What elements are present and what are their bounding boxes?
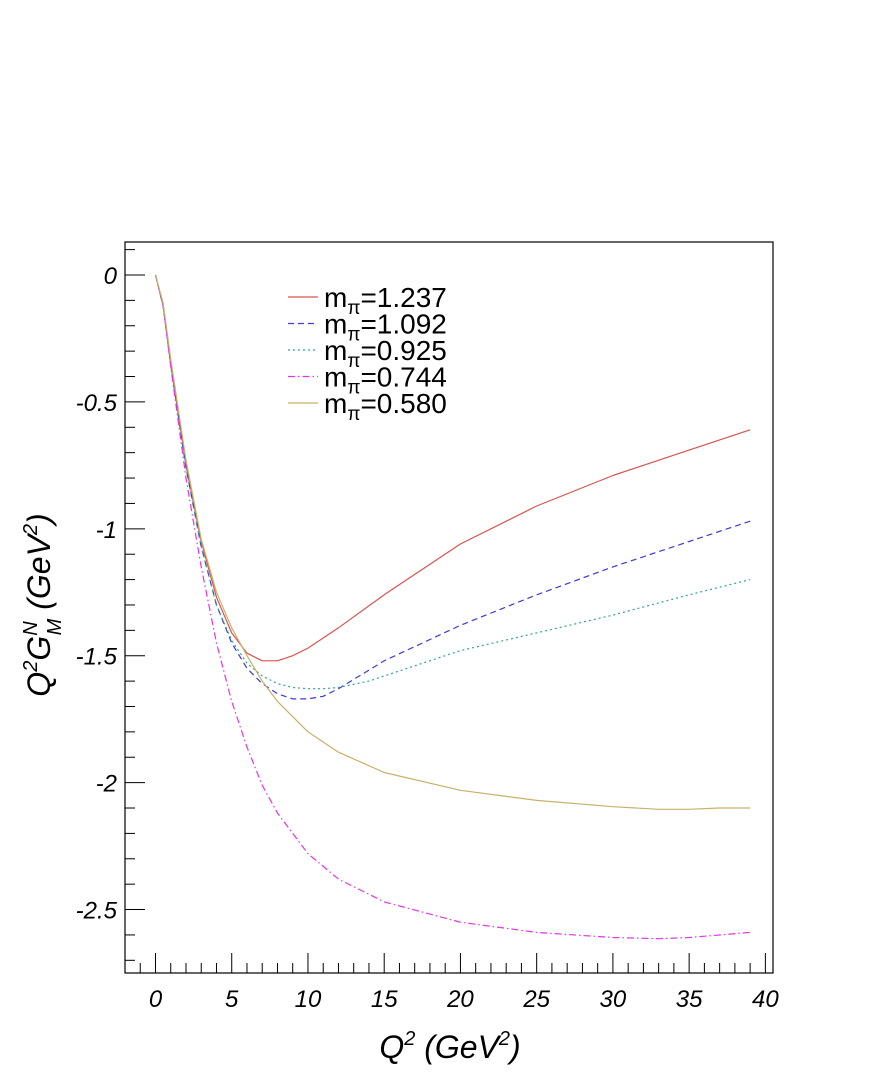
y-tick-label: -1 bbox=[96, 517, 117, 544]
y-axis-tick-labels: 0 -0.5 -1 -1.5 -2 -2.5 bbox=[76, 263, 118, 925]
x-tick-label: 10 bbox=[295, 986, 322, 1013]
y-tick-label: 0 bbox=[104, 263, 118, 290]
series-line-3 bbox=[154, 274, 751, 690]
x-axis-title-close: ) bbox=[506, 1029, 521, 1065]
x-tick-label: 0 bbox=[149, 986, 163, 1013]
x-axis-ticks bbox=[139, 953, 766, 973]
y-axis-title-sup: 2 bbox=[20, 661, 42, 673]
legend-entry: mπ=0.925 bbox=[324, 335, 447, 372]
x-axis-tick-labels: 0 5 10 15 20 25 30 35 40 bbox=[149, 986, 780, 1013]
plot-frame bbox=[124, 241, 774, 974]
x-tick-label: 35 bbox=[676, 986, 703, 1013]
y-tick-label: -1.5 bbox=[76, 644, 118, 671]
x-tick-label: 30 bbox=[600, 986, 627, 1013]
legend-entry: mπ=1.237 bbox=[324, 282, 447, 319]
series-line-5 bbox=[154, 274, 751, 810]
y-tick-label: -2 bbox=[96, 771, 117, 798]
x-tick-label: 40 bbox=[752, 986, 779, 1013]
legend-entry: mπ=0.744 bbox=[324, 362, 447, 399]
y-axis-title-sup-n: N bbox=[20, 621, 42, 636]
x-tick-label: 25 bbox=[522, 986, 550, 1013]
y-axis-title-close: ) bbox=[21, 513, 57, 528]
y-tick-label: -2.5 bbox=[76, 898, 118, 925]
y-axis-title-sup2: 2 bbox=[20, 524, 42, 536]
y-axis-title-base: Q bbox=[21, 672, 57, 697]
y-axis-ticks bbox=[125, 249, 145, 961]
x-axis-title-base: Q bbox=[379, 1029, 404, 1065]
legend-entry: mπ=0.580 bbox=[324, 388, 447, 425]
x-tick-label: 20 bbox=[446, 986, 474, 1013]
y-axis-title-mid: G bbox=[21, 636, 57, 661]
series-line-2 bbox=[154, 274, 751, 700]
x-axis-title-sup: 2 bbox=[403, 1028, 415, 1050]
x-tick-label: 5 bbox=[225, 986, 239, 1013]
series-line-4 bbox=[154, 274, 751, 940]
y-axis-title-rest: (GeV bbox=[21, 532, 57, 618]
x-tick-label: 15 bbox=[371, 986, 398, 1013]
series-lines bbox=[154, 274, 751, 940]
legend-entry: mπ=1.092 bbox=[324, 309, 447, 346]
x-axis-title-sup2: 2 bbox=[498, 1028, 510, 1050]
x-axis-title: Q2 (GeV2) bbox=[379, 1028, 520, 1065]
y-axis-title: Q2GN M (GeV2) bbox=[20, 513, 66, 696]
y-tick-label: -0.5 bbox=[76, 390, 118, 417]
y-axis-title-sub-m: M bbox=[44, 618, 66, 635]
series-line-1 bbox=[154, 274, 751, 662]
x-axis-title-rest: (GeV bbox=[415, 1029, 501, 1065]
